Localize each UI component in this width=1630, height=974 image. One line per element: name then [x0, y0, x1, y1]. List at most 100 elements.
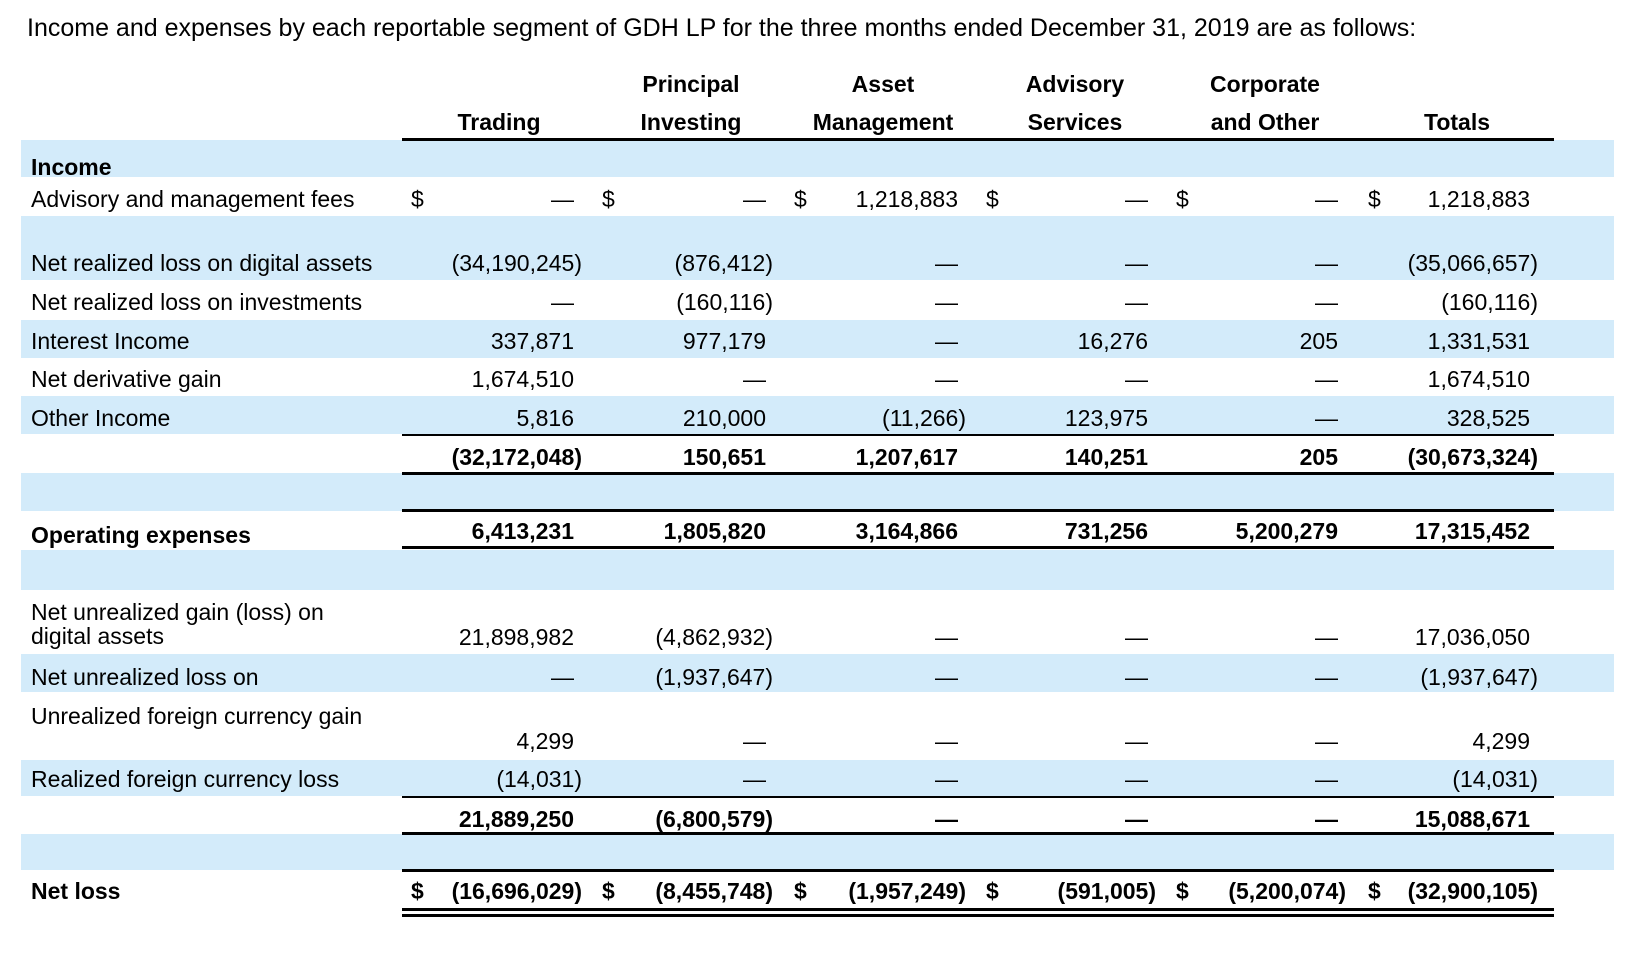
- table-cell: (14,031): [1452, 766, 1538, 792]
- row-band: [21, 396, 1614, 434]
- table-cell: —: [1315, 366, 1338, 392]
- subtotal-cell: 140,251: [1064, 444, 1148, 470]
- currency-symbol: $: [794, 186, 807, 212]
- subtotal-cell: 150,651: [682, 444, 766, 470]
- table-cell: (34,190,245): [451, 250, 582, 276]
- subtotal-cell: 1,207,617: [855, 444, 958, 470]
- row-band: [21, 216, 1614, 280]
- row-label: Net unrealized loss on: [31, 664, 259, 690]
- table-cell: —: [1125, 624, 1148, 650]
- table-cell: —: [743, 366, 766, 392]
- page-title: Income and expenses by each reportable s…: [27, 14, 1417, 42]
- currency-symbol: $: [602, 878, 615, 904]
- table-cell: —: [935, 328, 958, 354]
- currency-symbol: $: [986, 186, 999, 212]
- table-cell: 3,164,866: [855, 518, 958, 544]
- currency-symbol: $: [1176, 878, 1189, 904]
- row-label: Net derivative gain: [31, 366, 222, 392]
- table-cell: —: [1125, 728, 1148, 754]
- subtotal-rule: [402, 796, 1554, 798]
- row-label-line2: digital assets: [31, 623, 164, 649]
- table-cell: —: [743, 186, 766, 212]
- table-cell: 731,256: [1064, 518, 1148, 544]
- table-cell: —: [1125, 366, 1148, 392]
- column-header-line1: Principal: [642, 71, 740, 97]
- table-cell: —: [1315, 728, 1338, 754]
- table-cell: —: [1315, 624, 1338, 650]
- row-label: Advisory and management fees: [31, 186, 355, 212]
- subtotal-cell: 205: [1299, 444, 1338, 470]
- column-header-line1: Corporate: [1210, 71, 1320, 97]
- subtotal-cell: 21,889,250: [458, 806, 574, 832]
- currency-symbol: $: [602, 186, 615, 212]
- column-header: Trading: [457, 109, 541, 135]
- row-band: [21, 473, 1614, 511]
- table-cell: (160,116): [676, 289, 773, 315]
- table-cell: —: [1125, 664, 1148, 690]
- table-cell: —: [551, 289, 574, 315]
- row-label: Net realized loss on digital assets: [31, 250, 373, 276]
- subtotal-cell: (32,172,048): [451, 444, 582, 470]
- double-rule-bottom: [402, 914, 1554, 917]
- table-cell: (8,455,748): [655, 878, 773, 904]
- table-cell: —: [1125, 766, 1148, 792]
- table-cell: —: [935, 624, 958, 650]
- table-cell: 21,898,982: [458, 624, 574, 650]
- table-cell: 123,975: [1064, 405, 1148, 431]
- row-band: [21, 654, 1614, 692]
- table-cell: 6,413,231: [471, 518, 574, 544]
- table-cell: 1,218,883: [855, 186, 958, 212]
- row-band: [21, 550, 1614, 590]
- table-cell: —: [935, 728, 958, 754]
- currency-symbol: $: [411, 878, 424, 904]
- row-label: Unrealized foreign currency gain: [31, 703, 363, 729]
- table-cell: 337,871: [490, 328, 574, 354]
- table-cell: —: [1315, 405, 1338, 431]
- currency-symbol: $: [1176, 186, 1189, 212]
- table-cell: 17,036,050: [1414, 624, 1530, 650]
- table-cell: 1,674,510: [1427, 366, 1530, 392]
- table-cell: —: [551, 664, 574, 690]
- table-cell: —: [1315, 186, 1338, 212]
- table-cell: —: [1315, 766, 1338, 792]
- table-cell: —: [551, 186, 574, 212]
- table-cell: (1,937,647): [655, 664, 773, 690]
- table-cell: 5,200,279: [1235, 518, 1338, 544]
- table-cell: —: [743, 766, 766, 792]
- total-rule: [402, 509, 1554, 512]
- subtotal-cell: 15,088,671: [1414, 806, 1530, 832]
- currency-symbol: $: [986, 878, 999, 904]
- table-cell: (1,957,249): [848, 878, 966, 904]
- table-cell: —: [743, 728, 766, 754]
- table-cell: 977,179: [682, 328, 766, 354]
- table-cell: (5,200,074): [1228, 878, 1346, 904]
- table-cell: 328,525: [1446, 405, 1530, 431]
- total-rule: [402, 472, 1554, 475]
- section-heading: Income: [31, 154, 112, 180]
- table-cell: —: [1315, 664, 1338, 690]
- row-band: [21, 140, 1614, 177]
- table-cell: —: [1125, 250, 1148, 276]
- row-label-line1: Net unrealized gain (loss) on: [31, 599, 324, 625]
- table-cell: 205: [1299, 328, 1338, 354]
- column-header: and Other: [1210, 109, 1320, 135]
- table-cell: (11,266): [882, 405, 966, 431]
- row-band: [21, 320, 1614, 358]
- row-label: Net realized loss on investments: [31, 289, 363, 315]
- column-header-line1: Asset: [851, 71, 915, 97]
- table-cell: (160,116): [1441, 289, 1538, 315]
- table-cell: 4,299: [1472, 728, 1530, 754]
- table-cell: —: [1125, 186, 1148, 212]
- table-cell: —: [1125, 289, 1148, 315]
- table-cell: (14,031): [496, 766, 582, 792]
- total-rule: [402, 546, 1554, 549]
- column-header: Services: [1027, 109, 1123, 135]
- table-cell: 1,674,510: [471, 366, 574, 392]
- row-band: [21, 834, 1614, 870]
- table-cell: (591,005): [1057, 878, 1156, 904]
- table-cell: (32,900,105): [1407, 878, 1538, 904]
- subtotal-cell: (30,673,324): [1407, 444, 1538, 470]
- table-cell: 1,331,531: [1427, 328, 1530, 354]
- column-header: Totals: [1423, 109, 1491, 135]
- total-rule: [402, 869, 1554, 872]
